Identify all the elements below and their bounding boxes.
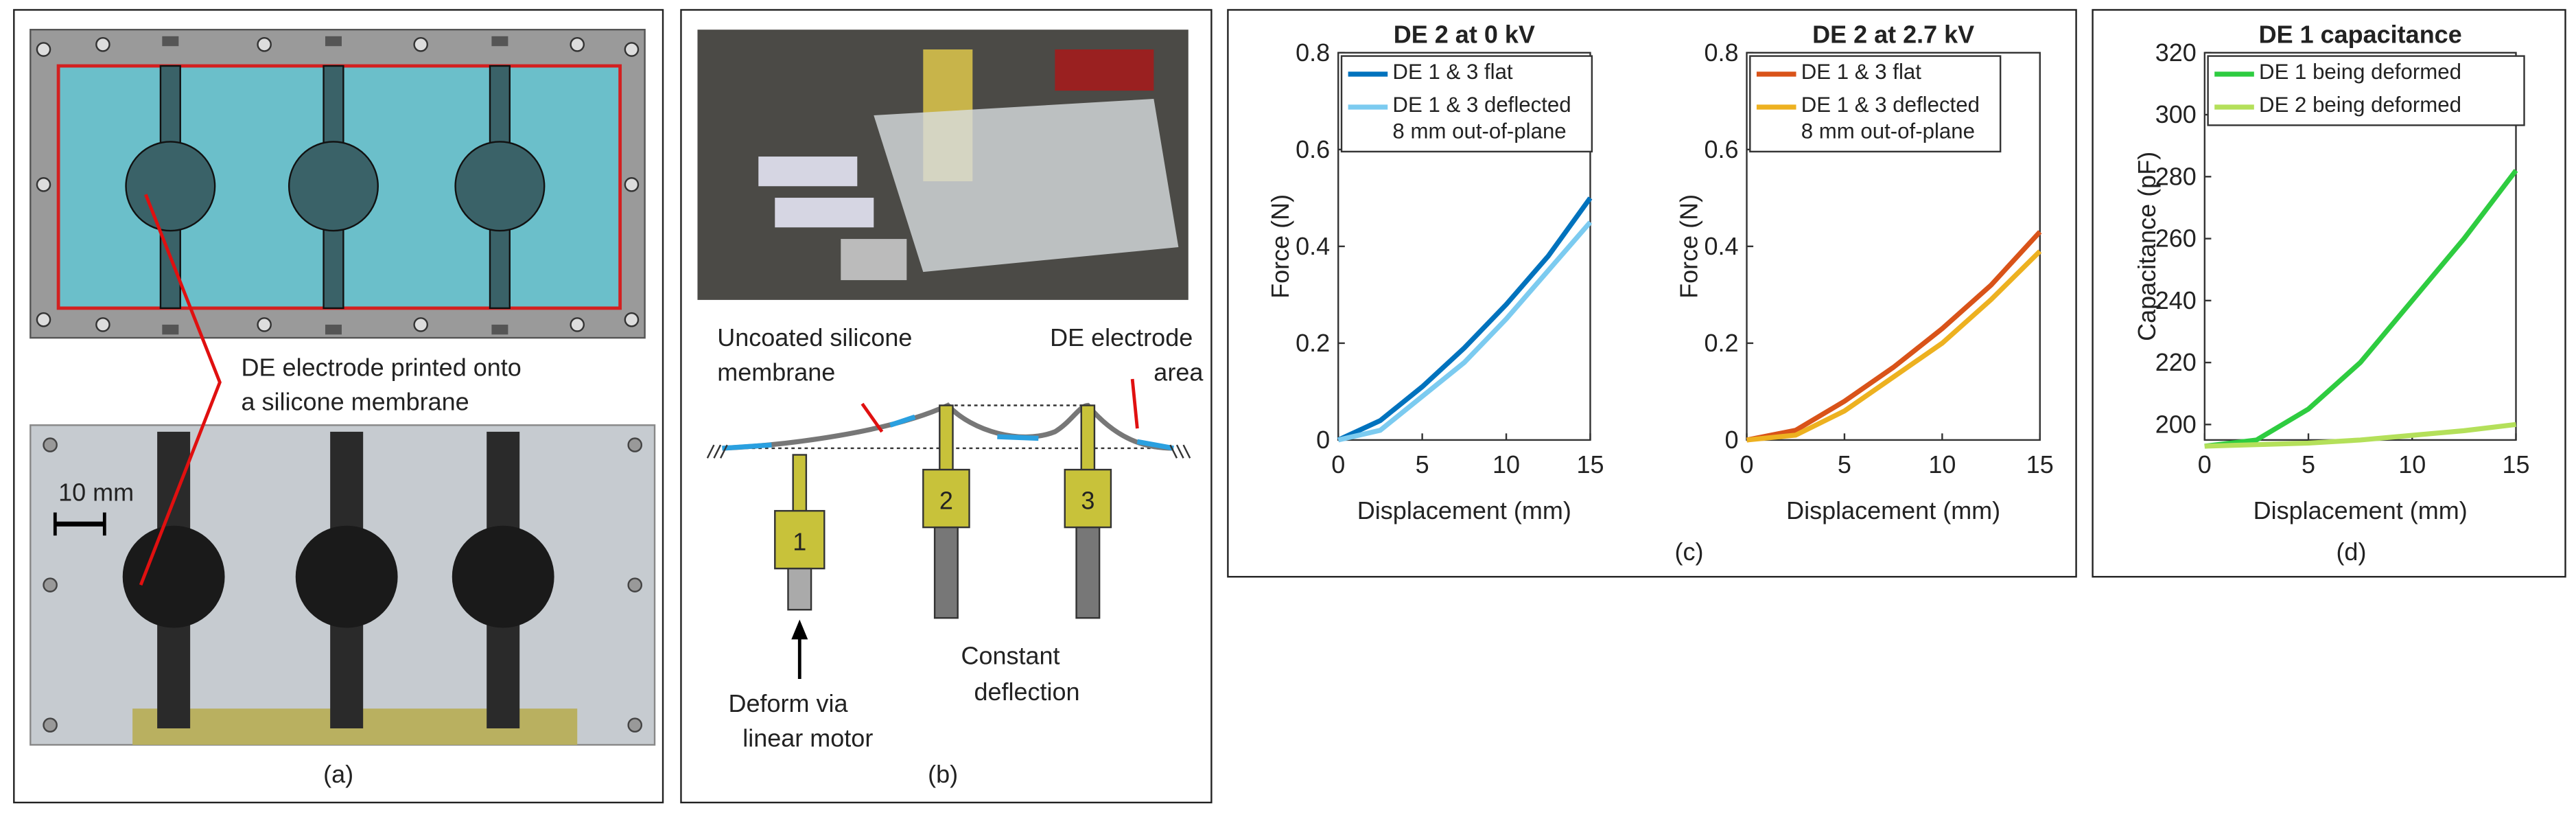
legend-entry: DE 1 & 3 flat xyxy=(1392,59,1513,84)
chart-title: DE 1 capacitance xyxy=(2259,20,2462,48)
y-tick-label: 0.8 xyxy=(1296,38,1330,67)
membrane-label: Uncoated silicone xyxy=(717,323,912,351)
series-line xyxy=(1746,249,2042,443)
panel-b-frame xyxy=(680,9,1213,804)
y-tick-label: 220 xyxy=(2155,348,2197,376)
x-tick-label: 10 xyxy=(1928,450,1956,478)
chart-title: DE 2 at 2.7 kV xyxy=(1812,20,1974,48)
y-tick-label: 0.6 xyxy=(1296,135,1330,163)
x-tick-label: 5 xyxy=(1416,450,1429,478)
x-axis-label: Displacement (mm) xyxy=(1357,496,1571,524)
panel-c-frame xyxy=(1227,9,2077,578)
electrode-label: DE electrode xyxy=(1050,323,1193,351)
y-tick-label: 200 xyxy=(2155,410,2197,438)
legend-label: DE 1 & 3 flat xyxy=(1801,59,1921,84)
series-line xyxy=(2204,169,2518,449)
legend-box xyxy=(2207,55,2525,126)
x-tick-label: 15 xyxy=(1576,450,1604,478)
series-line xyxy=(1337,196,1593,443)
chart-title: DE 2 at 0 kV xyxy=(1394,20,1535,48)
caption: (a) xyxy=(323,760,353,788)
legend-entry: DE 1 & 3 flat xyxy=(1801,59,1921,84)
fixed-label: deflection xyxy=(974,678,1079,706)
x-tick-label: 0 xyxy=(1740,450,1753,478)
legend-entry: DE 1 & 3 deflected 8 mm out-of-plane xyxy=(1801,92,1980,143)
legend-entry: DE 1 being deformed xyxy=(2259,59,2461,84)
x-axis-label: Displacement (mm) xyxy=(1786,496,2000,524)
legend-label: DE 1 being deformed xyxy=(2259,59,2461,84)
setup-photo xyxy=(697,30,1189,300)
series-line xyxy=(1337,220,1593,443)
membrane-label: membrane xyxy=(717,358,835,386)
y-tick-label: 0.4 xyxy=(1704,232,1738,260)
x-tick-label: 15 xyxy=(2026,450,2054,478)
x-tick-label: 10 xyxy=(2398,450,2426,478)
y-tick-label: 260 xyxy=(2155,224,2197,253)
annotation: a silicone membrane xyxy=(242,388,469,416)
y-tick-label: 0.4 xyxy=(1296,232,1330,260)
legend-label: DE 1 & 3 deflected 8 mm out-of-plane xyxy=(1392,92,1571,143)
panel-d-frame xyxy=(2092,9,2566,578)
annotation: DE electrode printed onto xyxy=(242,353,522,381)
y-tick-label: 0.8 xyxy=(1704,38,1738,67)
caption: (b) xyxy=(928,760,958,788)
caption: (c) xyxy=(1675,538,1704,566)
diagram xyxy=(706,378,1191,679)
y-tick-label: 0.2 xyxy=(1704,329,1738,357)
scale-bar-label: 10 mm xyxy=(58,478,134,507)
pointer-line xyxy=(139,194,222,586)
y-tick-label: 0.2 xyxy=(1296,329,1330,357)
post-label: 1 xyxy=(793,528,806,556)
y-axis-label: Force (N) xyxy=(1266,194,1294,299)
y-tick-label: 320 xyxy=(2155,38,2197,67)
y-axis-label: Capacitance (pF) xyxy=(2133,152,2161,341)
y-tick-label: 280 xyxy=(2155,162,2197,190)
fixed-label: Constant xyxy=(961,641,1059,669)
post-label: 2 xyxy=(939,487,953,515)
x-tick-label: 10 xyxy=(1492,450,1520,478)
membrane-photo xyxy=(30,424,656,746)
motor-label: linear motor xyxy=(742,724,873,752)
x-axis-label: Displacement (mm) xyxy=(2253,496,2468,524)
y-tick-label: 0 xyxy=(1724,426,1738,454)
membrane-schematic xyxy=(30,29,646,339)
electrode-label: area xyxy=(1154,358,1204,386)
y-axis-label: Force (N) xyxy=(1675,194,1703,299)
series-line xyxy=(2204,422,2516,449)
y-tick-label: 300 xyxy=(2155,100,2197,128)
caption: (d) xyxy=(2336,538,2366,566)
legend-label: DE 1 & 3 deflected 8 mm out-of-plane xyxy=(1801,92,1980,143)
x-tick-label: 0 xyxy=(1331,450,1345,478)
x-tick-label: 15 xyxy=(2502,450,2529,478)
y-tick-label: 240 xyxy=(2155,286,2197,314)
panel-a-frame xyxy=(13,9,664,804)
legend-label: DE 1 & 3 flat xyxy=(1392,59,1513,84)
motor-label: Deform via xyxy=(728,689,848,717)
series-line xyxy=(1746,230,2042,443)
x-tick-label: 0 xyxy=(2198,450,2212,478)
x-tick-label: 5 xyxy=(1838,450,1851,478)
legend-entry: DE 1 & 3 deflected 8 mm out-of-plane xyxy=(1392,92,1571,143)
x-tick-label: 5 xyxy=(2302,450,2315,478)
legend-label: DE 2 being deformed xyxy=(2259,92,2461,117)
legend-entry: DE 2 being deformed xyxy=(2259,92,2461,117)
y-tick-label: 0 xyxy=(1316,426,1330,454)
post-label: 3 xyxy=(1081,487,1094,515)
y-tick-label: 0.6 xyxy=(1704,135,1738,163)
